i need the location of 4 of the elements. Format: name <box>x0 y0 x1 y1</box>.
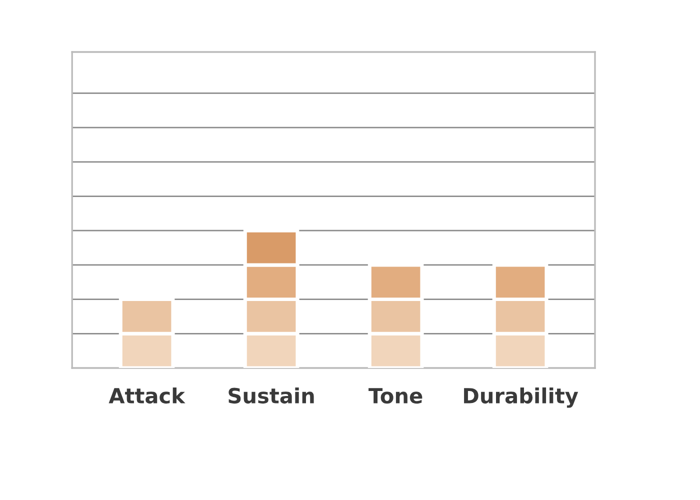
x-tick-label: Sustain <box>228 387 314 404</box>
x-tick-label: Tone <box>368 388 422 404</box>
x-tick-label: Durability <box>464 387 578 408</box>
x-tick-label: Attack <box>108 387 186 404</box>
